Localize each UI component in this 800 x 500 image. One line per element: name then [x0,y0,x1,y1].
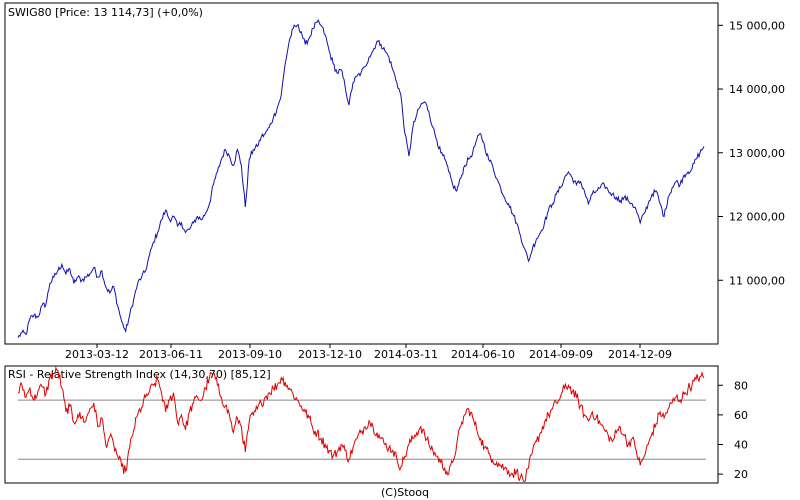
price-plot-frame [4,2,719,345]
price-series-line [17,18,705,338]
rsi-panel: RSI - Relative Strength Index (14,30,70)… [4,365,748,484]
price-y-tick-label: 12 000,00 [729,211,785,224]
rsi-series-line [17,366,705,483]
price-y-tick-label: 15 000,00 [729,19,785,32]
rsi-y-tick-label: 20 [734,468,748,481]
x-tick-label: 2014-03-11 [374,348,438,361]
rsi-y-tick-label: 40 [734,438,748,451]
rsi-panel-title: RSI - Relative Strength Index (14,30,70)… [8,368,271,381]
price-y-tick-label: 14 000,00 [729,83,785,96]
rsi-reference-lines [18,399,706,460]
rsi-y-tick-label: 80 [734,379,748,392]
price-y-axis: 11 000,00 12 000,00 13 000,00 14 000,00 15 0… [718,19,785,287]
x-tick-label: 2013-12-10 [298,348,362,361]
x-tick-label: 2014-12-09 [608,348,672,361]
x-tick-label: 2014-06-10 [451,348,515,361]
footer-credit: (C)Stooq [381,486,429,499]
rsi-y-axis: 20 40 60 80 [718,379,748,481]
price-y-tick-label: 13 000,00 [729,147,785,160]
x-tick-label: 2014-09-09 [529,348,593,361]
price-y-tick-label: 11 000,00 [729,274,785,287]
x-tick-label: 2013-06-11 [139,348,203,361]
x-axis: 2013-03-12 2013-06-11 2013-09-10 2013-12-10… [65,344,672,361]
rsi-plot-frame [4,365,719,484]
x-tick-label: 2013-03-12 [65,348,129,361]
price-panel: SWIG80 [Price: 13 114,73] (+0,0%) 11 000… [4,2,785,345]
price-panel-title: SWIG80 [Price: 13 114,73] (+0,0%) [8,6,203,19]
x-tick-label: 2013-09-10 [218,348,282,361]
rsi-y-tick-label: 60 [734,409,748,422]
